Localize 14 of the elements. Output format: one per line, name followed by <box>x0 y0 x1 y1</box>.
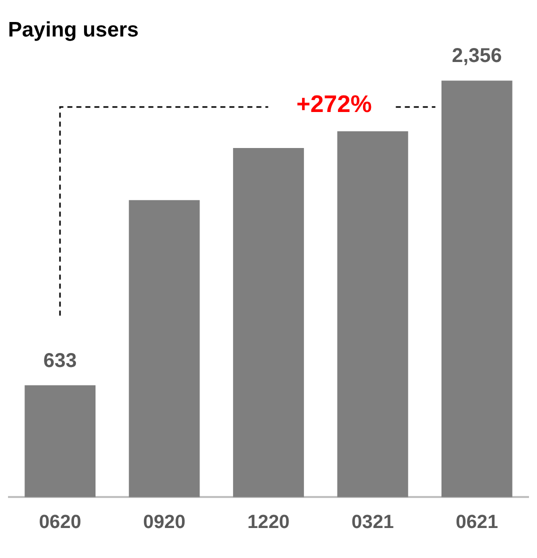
bar <box>441 80 512 498</box>
x-tick-label: 0621 <box>456 512 498 533</box>
data-label: 633 <box>43 350 77 372</box>
x-tick-label: 0920 <box>143 512 186 533</box>
x-tick-label: 0620 <box>38 512 82 533</box>
bar <box>337 131 408 498</box>
bar <box>24 385 96 498</box>
x-tick-label: 1220 <box>247 512 290 533</box>
data-label: 2,356 <box>452 45 502 68</box>
annotation: +272% <box>296 90 372 119</box>
chart-title: Paying users <box>8 18 139 42</box>
x-tick-label: 0321 <box>352 512 394 533</box>
bar <box>128 200 200 498</box>
bar <box>233 148 304 498</box>
